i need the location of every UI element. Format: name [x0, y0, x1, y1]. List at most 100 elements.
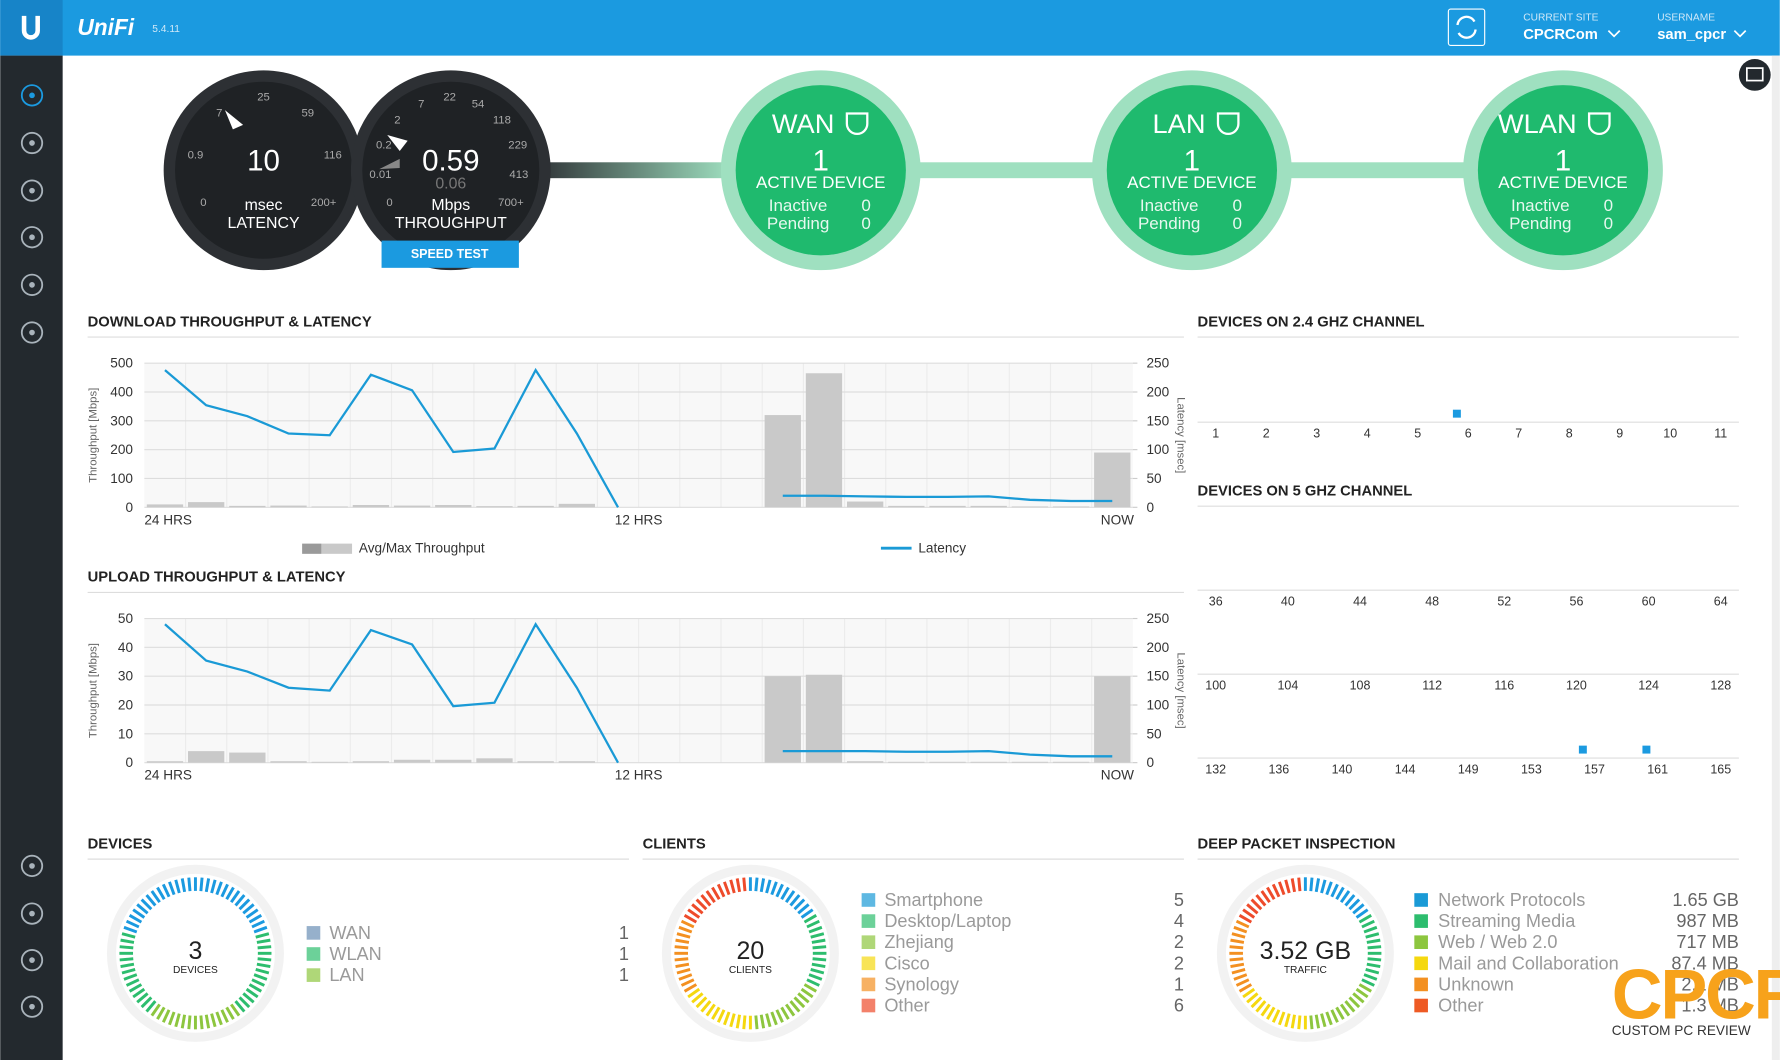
item-label[interactable]: Zhejiang	[884, 932, 954, 952]
y-tick-label: 10	[118, 726, 134, 741]
donut-tick	[742, 877, 747, 892]
donut-tick	[797, 903, 810, 915]
donut-tick	[168, 1011, 176, 1026]
donut-tick	[125, 919, 140, 929]
nav-icon[interactable]	[20, 854, 44, 878]
donut-tick	[808, 925, 823, 934]
item-label[interactable]: Synology	[884, 974, 960, 994]
y-tick-label: 30	[118, 669, 134, 684]
channel-device[interactable]	[1452, 409, 1461, 418]
nav-icon[interactable]	[20, 321, 44, 344]
channel-device[interactable]	[1642, 745, 1651, 754]
donut-tick	[234, 1000, 246, 1013]
throughput-bar	[476, 758, 513, 763]
y-tick-label: 20	[118, 698, 134, 713]
item-label[interactable]: Cisco	[884, 953, 929, 973]
throughput-bar	[1094, 676, 1131, 763]
donut-tick	[789, 1000, 801, 1013]
status-count: 1	[813, 145, 829, 178]
donut-tick	[1358, 914, 1372, 924]
chevron[interactable]	[1607, 30, 1621, 38]
donut-tick	[1335, 886, 1345, 900]
item-label[interactable]: Other	[1438, 996, 1483, 1016]
item-label[interactable]: Streaming Media	[1438, 911, 1576, 931]
donut-tick	[770, 881, 778, 896]
y2-tick-label: 0	[1146, 500, 1154, 515]
channel-device[interactable]	[1578, 745, 1587, 754]
nav-icon[interactable]	[20, 179, 44, 202]
layout-toggle[interactable]	[1738, 59, 1771, 91]
nav-icon[interactable]	[20, 273, 44, 296]
donut-tick	[1255, 1000, 1267, 1013]
item-icon	[861, 935, 876, 950]
speed-test-label: SPEED TEST	[411, 247, 489, 261]
donut-tick	[735, 1014, 742, 1029]
site-label: CURRENT SITE	[1523, 13, 1598, 24]
nav-icon-dot	[29, 92, 35, 99]
logo-box[interactable]	[0, 0, 63, 56]
status-caption: ACTIVE DEVICE	[1498, 173, 1628, 192]
item-label[interactable]: Desktop/Laptop	[884, 911, 1011, 931]
gauge-scale: 25	[257, 92, 270, 104]
donut-tick	[174, 1013, 181, 1028]
donut-tick	[1361, 919, 1375, 929]
latency-line	[164, 622, 1113, 764]
nav-icon[interactable]	[20, 995, 44, 1018]
donut-tick	[700, 1000, 712, 1013]
item-label[interactable]: Unknown	[1438, 974, 1514, 994]
item-label[interactable]: Web / Web 2.0	[1438, 932, 1557, 952]
donut-tick	[806, 978, 820, 987]
item-label[interactable]: Network Protocols	[1438, 890, 1585, 910]
item-value: 1	[619, 944, 629, 964]
throughput-bar	[229, 752, 266, 763]
donut-tick	[1242, 908, 1256, 919]
refresh-button[interactable]	[1447, 8, 1486, 46]
donut-tick	[120, 962, 135, 968]
donut-tick	[123, 973, 138, 981]
channel-label: 116	[1494, 678, 1514, 692]
gauge-unit: Mbps	[431, 197, 470, 214]
status-circle[interactable]	[1106, 85, 1278, 256]
donut-total: 3	[188, 937, 202, 965]
y2-tick-label: 150	[1146, 669, 1169, 684]
donut-tick	[729, 879, 736, 894]
nav-icon[interactable]	[20, 902, 44, 925]
donut-tick	[775, 1009, 784, 1023]
donut-tick	[1231, 968, 1246, 975]
item-icon	[306, 926, 321, 940]
user-menu[interactable]: sam_cpcr	[1657, 27, 1726, 43]
channel-label: 10	[1663, 427, 1677, 441]
item-value: 1.65 GB	[1672, 890, 1739, 910]
item-label[interactable]: WAN	[329, 923, 371, 943]
channel-label: 100	[1205, 678, 1226, 692]
item-label[interactable]: LAN	[329, 965, 364, 985]
nav-icon[interactable]	[20, 226, 44, 249]
speed-test-button[interactable]	[381, 240, 519, 268]
connector	[533, 162, 733, 179]
donut-tick	[1309, 1015, 1314, 1030]
chevron[interactable]	[1733, 30, 1747, 38]
legend-label[interactable]: Latency	[918, 541, 966, 556]
donut-tick	[248, 914, 263, 924]
item-label[interactable]: WLAN	[329, 944, 381, 964]
site-selector[interactable]: CPCRCom	[1523, 27, 1598, 43]
donut-tick	[242, 903, 255, 915]
legend-label[interactable]: Avg/Max Throughput	[359, 541, 485, 556]
inactive-count: 0	[1604, 196, 1613, 215]
y2-axis-label: Latency [msec]	[1175, 652, 1187, 728]
throughput-bar	[558, 761, 595, 763]
item-label[interactable]: Mail and Collaboration	[1438, 953, 1619, 973]
donut-inner	[115, 873, 275, 1033]
section-title: CLIENTS	[643, 836, 706, 852]
y2-tick-label: 250	[1146, 611, 1169, 626]
item-label[interactable]: Smartphone	[884, 890, 983, 910]
y2-tick-label: 100	[1146, 442, 1169, 457]
status-circle[interactable]	[1477, 85, 1649, 256]
nav-icon[interactable]	[20, 949, 44, 972]
y-tick-label: 300	[110, 413, 133, 428]
item-label[interactable]: Other	[884, 996, 929, 1016]
donut-tick	[1330, 883, 1339, 898]
status-circle[interactable]	[735, 85, 906, 256]
nav-icon[interactable]	[20, 84, 44, 107]
nav-icon[interactable]	[20, 131, 44, 155]
